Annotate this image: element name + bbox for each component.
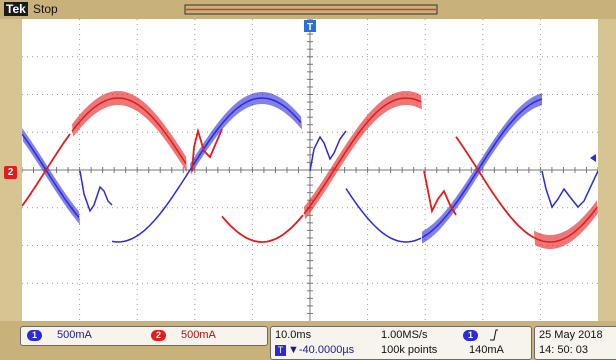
ch1-ringing — [309, 130, 347, 172]
waveform-band — [72, 91, 187, 173]
ch1-waveform — [189, 97, 302, 171]
ch1-waveform — [21, 133, 80, 218]
sample-rate: 1.00MS/s — [381, 329, 428, 341]
ch1-badge: 1 — [27, 330, 42, 341]
ch1-waveform — [421, 98, 543, 239]
ch2-waveform — [21, 133, 71, 207]
ch2-ringing — [191, 127, 223, 172]
trigger-level-arrow — [590, 154, 596, 162]
trigger-position-icon: T — [275, 345, 286, 356]
ch2-badge: 2 — [151, 330, 166, 341]
ch2-scale: 500mA — [181, 329, 216, 341]
ch2-ringing — [423, 170, 457, 216]
rising-edge-icon — [490, 329, 498, 341]
ch1-ringing — [79, 170, 113, 213]
waveform-band — [422, 93, 542, 244]
time: 14: 50: 03 — [539, 344, 588, 356]
trigger-source-badge: 1 — [463, 330, 478, 341]
status-bar: Tek Stop — [0, 0, 616, 19]
right-margin — [598, 19, 616, 321]
trigger-marker-label: T — [307, 22, 313, 33]
timebase-panel[interactable]: 10.0ms 1.00MS/s T ▼-40.0000µs 100k point… — [270, 326, 532, 360]
waveform-plot: T — [21, 18, 599, 321]
date: 25 May 2018 — [539, 329, 603, 341]
ch2-waveform — [303, 97, 422, 215]
record-position-bar — [184, 4, 438, 15]
datetime-panel: 25 May 2018 14: 50: 03 — [534, 326, 616, 360]
ch1-scale: 500mA — [57, 329, 92, 341]
waveform-band — [304, 91, 422, 220]
trigger-marker — [304, 20, 316, 32]
waveform-band — [190, 92, 302, 175]
ch2-waveform — [455, 136, 535, 239]
brand-logo: Tek — [4, 2, 28, 16]
ch2-waveform — [71, 97, 187, 165]
channel-readout-panel[interactable]: 1 500mA 2 500mA — [20, 326, 268, 346]
record-length: 100k points — [381, 344, 438, 356]
ch2-reference-marker[interactable]: 2 — [4, 166, 17, 179]
waveform-band — [22, 128, 80, 225]
waveform-display[interactable]: T — [21, 18, 599, 321]
ch1-waveform — [345, 188, 422, 243]
ch1-waveform — [111, 169, 191, 243]
ch2-waveform — [221, 214, 304, 243]
trigger-level: 140mA — [469, 344, 504, 356]
time-per-div: 10.0ms — [275, 329, 312, 341]
run-state: Stop — [33, 2, 58, 16]
readout-bar: 1 500mA 2 500mA 10.0ms 1.00MS/s T ▼-40.0… — [0, 321, 616, 360]
ch1-ringing — [541, 170, 599, 209]
trigger-position: ▼-40.0000µs — [288, 344, 355, 356]
ch2-waveform — [533, 206, 598, 243]
waveform-band — [534, 200, 598, 249]
